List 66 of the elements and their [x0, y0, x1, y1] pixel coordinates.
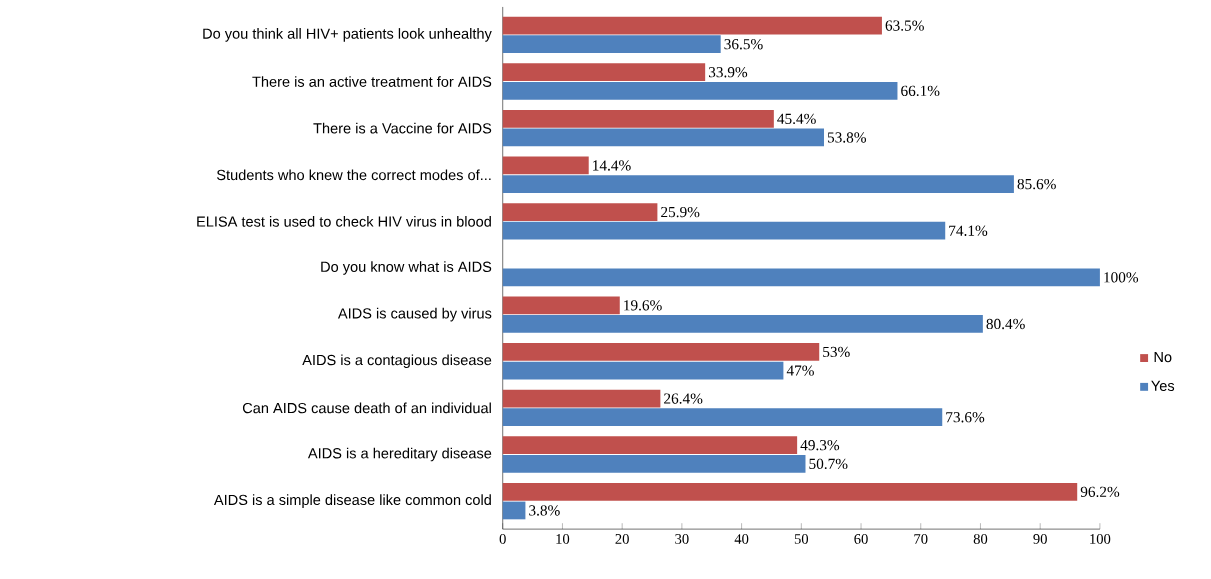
- data-label: 53%: [823, 346, 850, 358]
- bar: [502, 156, 589, 175]
- y-tick-label: There is an active treatment for AIDS: [252, 76, 492, 87]
- y-tick-label: AIDS is a simple disease like common cold: [213, 494, 491, 508]
- x-tick-label: 30: [675, 533, 689, 544]
- data-label: 74.1%: [949, 225, 988, 236]
- y-tick-label: Do you think all HIV+ patients look unhealthy: [203, 28, 492, 42]
- y-tick-label: AIDS is caused by virus: [337, 307, 492, 322]
- y-tick-label: AIDS is a hereditary disease: [307, 447, 492, 462]
- data-label: 63.5%: [885, 20, 924, 31]
- data-label: 80.4%: [986, 318, 1025, 330]
- x-tick-label: 0: [499, 533, 506, 544]
- data-label: 100%: [1104, 272, 1139, 283]
- data-label: 19.6%: [624, 300, 662, 311]
- y-tick-label: Do you know what is AIDS: [321, 261, 492, 275]
- bar: [502, 203, 658, 221]
- data-label: 14.4%: [593, 160, 631, 171]
- bar: [502, 315, 983, 333]
- bar: [502, 81, 898, 100]
- data-label: 26.4%: [664, 393, 703, 404]
- bar: [502, 221, 946, 240]
- y-tick-label: Can AIDS cause death of an individual: [242, 402, 491, 414]
- data-label: 73.6%: [946, 411, 985, 423]
- bar: [502, 361, 784, 380]
- bar: [502, 436, 798, 454]
- data-label: 33.9%: [708, 66, 748, 78]
- bar: [502, 128, 825, 147]
- bar: [502, 63, 706, 82]
- legend-label: No: [1154, 351, 1172, 363]
- bar: [502, 389, 661, 408]
- bar: [502, 16, 882, 35]
- bar: [502, 268, 1100, 287]
- x-tick-label: 100: [1090, 533, 1111, 544]
- data-label: 45.4%: [777, 113, 816, 124]
- y-tick-label: There is a Vaccine for AIDS: [313, 122, 492, 134]
- x-tick-label: 90: [1033, 533, 1047, 544]
- y-tick-label: AIDS is a contagious disease: [302, 354, 492, 369]
- data-label: 36.5%: [724, 39, 763, 50]
- data-label: 50.7%: [809, 458, 848, 469]
- data-label: 96.2%: [1080, 486, 1120, 497]
- data-label: 25.9%: [661, 206, 700, 218]
- data-label: 53.8%: [827, 132, 866, 143]
- data-label: 66.1%: [901, 85, 940, 96]
- y-tick-label: ELISA test is used to check HIV virus in blood: [197, 216, 491, 227]
- x-tick-label: 50: [794, 533, 809, 544]
- bar: [502, 501, 526, 520]
- data-label: 47%: [786, 365, 814, 376]
- bar: [502, 454, 806, 473]
- data-label: 3.8%: [529, 505, 560, 516]
- x-tick-label: 80: [973, 533, 988, 544]
- bar: [502, 343, 820, 361]
- legend-label: Yes: [1151, 380, 1175, 391]
- bar: [502, 296, 620, 315]
- y-tick-label: Students who knew the correct modes of...: [216, 169, 491, 181]
- x-tick-label: 40: [734, 533, 749, 544]
- bar: [502, 109, 774, 128]
- x-tick-label: 10: [556, 533, 570, 544]
- data-label: 85.6%: [1017, 178, 1056, 190]
- x-tick-label: 20: [615, 533, 629, 544]
- x-tick-label: 70: [914, 533, 928, 544]
- bar: [502, 175, 1014, 193]
- data-label: 49.3%: [800, 439, 840, 451]
- bar: [502, 482, 1078, 501]
- x-tick-label: 60: [854, 533, 868, 544]
- bar: [502, 35, 721, 54]
- bar: [502, 408, 943, 427]
